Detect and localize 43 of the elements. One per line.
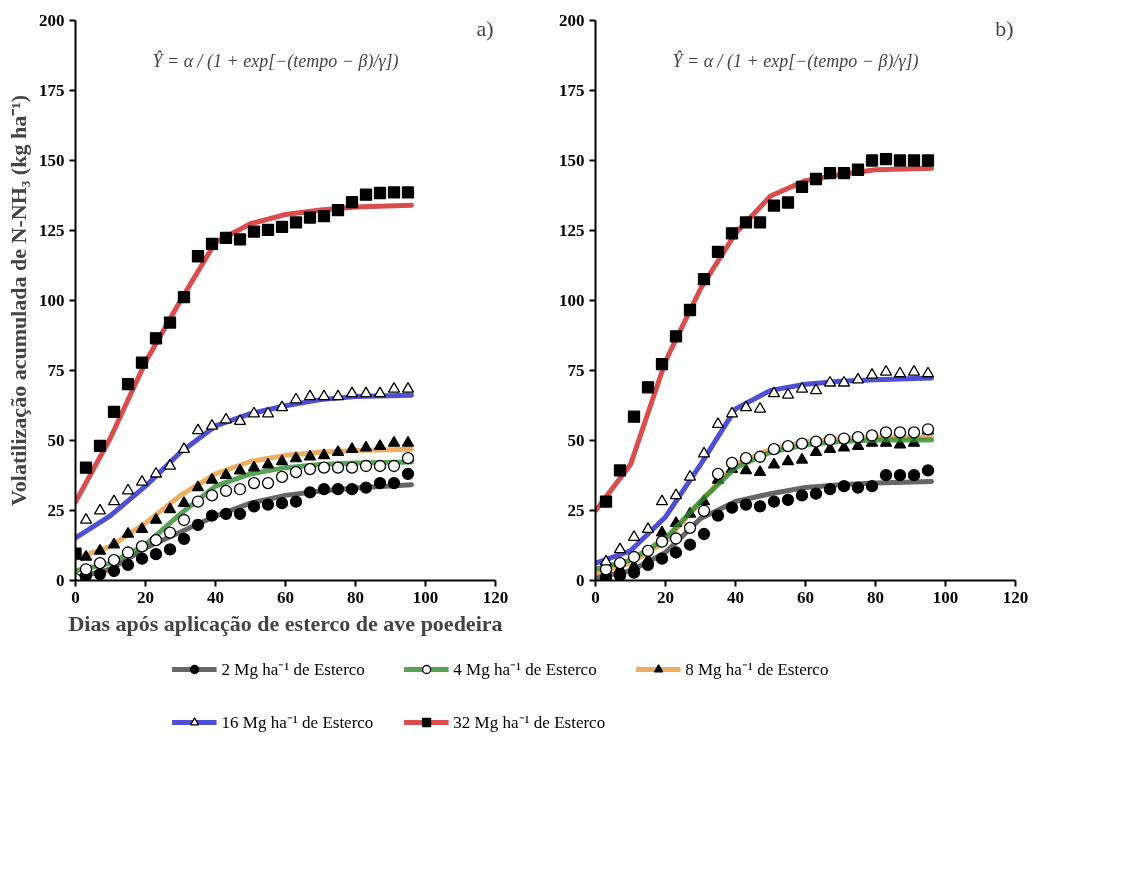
annotation: b) [995, 15, 1014, 41]
y-tick-label: 175 [39, 81, 65, 100]
y-tick-label: 50 [47, 431, 65, 450]
legend-label: 4 Mg ha⁻¹ de Esterco [453, 659, 597, 680]
y-tick-label: 200 [39, 11, 65, 30]
y-tick-label: 75 [567, 361, 585, 380]
y-tick-label: 0 [576, 571, 585, 590]
x-tick-label: 60 [797, 587, 814, 607]
y-tick-label: 25 [47, 501, 65, 520]
y-tick-label: 125 [559, 221, 585, 240]
x-tick-label: 120 [1002, 587, 1029, 607]
x-axis-title: Dias após aplicação de esterco de ave poedeira [68, 610, 503, 636]
y-tick-label: 150 [559, 151, 585, 170]
y-axis-title: Volatilização acumulada de N-NH₃ (kg ha⁻¹) [6, 94, 31, 507]
x-tick-label: 0 [71, 587, 80, 607]
x-tick-label: 40 [727, 587, 744, 607]
x-tick-label: 40 [207, 587, 224, 607]
x-tick-label: 100 [932, 587, 959, 607]
y-tick-label: 200 [559, 11, 585, 30]
x-tick-label: 20 [657, 587, 674, 607]
y-tick-label: 25 [567, 501, 585, 520]
x-tick-label: 0 [591, 587, 600, 607]
annotation: Ŷ = α / (1 + exp[−(tempo − β)/γ]) [672, 49, 919, 72]
y-tick-label: 100 [559, 291, 585, 310]
y-tick-label: 100 [39, 291, 65, 310]
x-tick-label: 120 [482, 587, 509, 607]
y-tick-label: 50 [567, 431, 585, 450]
x-tick-label: 80 [867, 587, 884, 607]
legend-label: 32 Mg ha⁻¹ de Esterco [453, 712, 606, 733]
x-tick-label: 80 [347, 587, 364, 607]
x-tick-label: 100 [412, 587, 439, 607]
x-tick-label: 20 [137, 587, 154, 607]
y-tick-label: 125 [39, 221, 65, 240]
y-tick-label: 150 [39, 151, 65, 170]
legend-label: 8 Mg ha⁻¹ de Esterco [685, 659, 829, 680]
x-tick-label: 60 [277, 587, 294, 607]
y-tick-label: 0 [56, 571, 65, 590]
y-tick-label: 75 [47, 361, 65, 380]
annotation: Ŷ = α / (1 + exp[−(tempo − β)/γ]) [152, 49, 399, 72]
legend-label: 2 Mg ha⁻¹ de Esterco [221, 659, 365, 680]
annotation: a) [476, 15, 494, 41]
y-tick-label: 175 [559, 81, 585, 100]
legend-label: 16 Mg ha⁻¹ de Esterco [221, 712, 374, 733]
